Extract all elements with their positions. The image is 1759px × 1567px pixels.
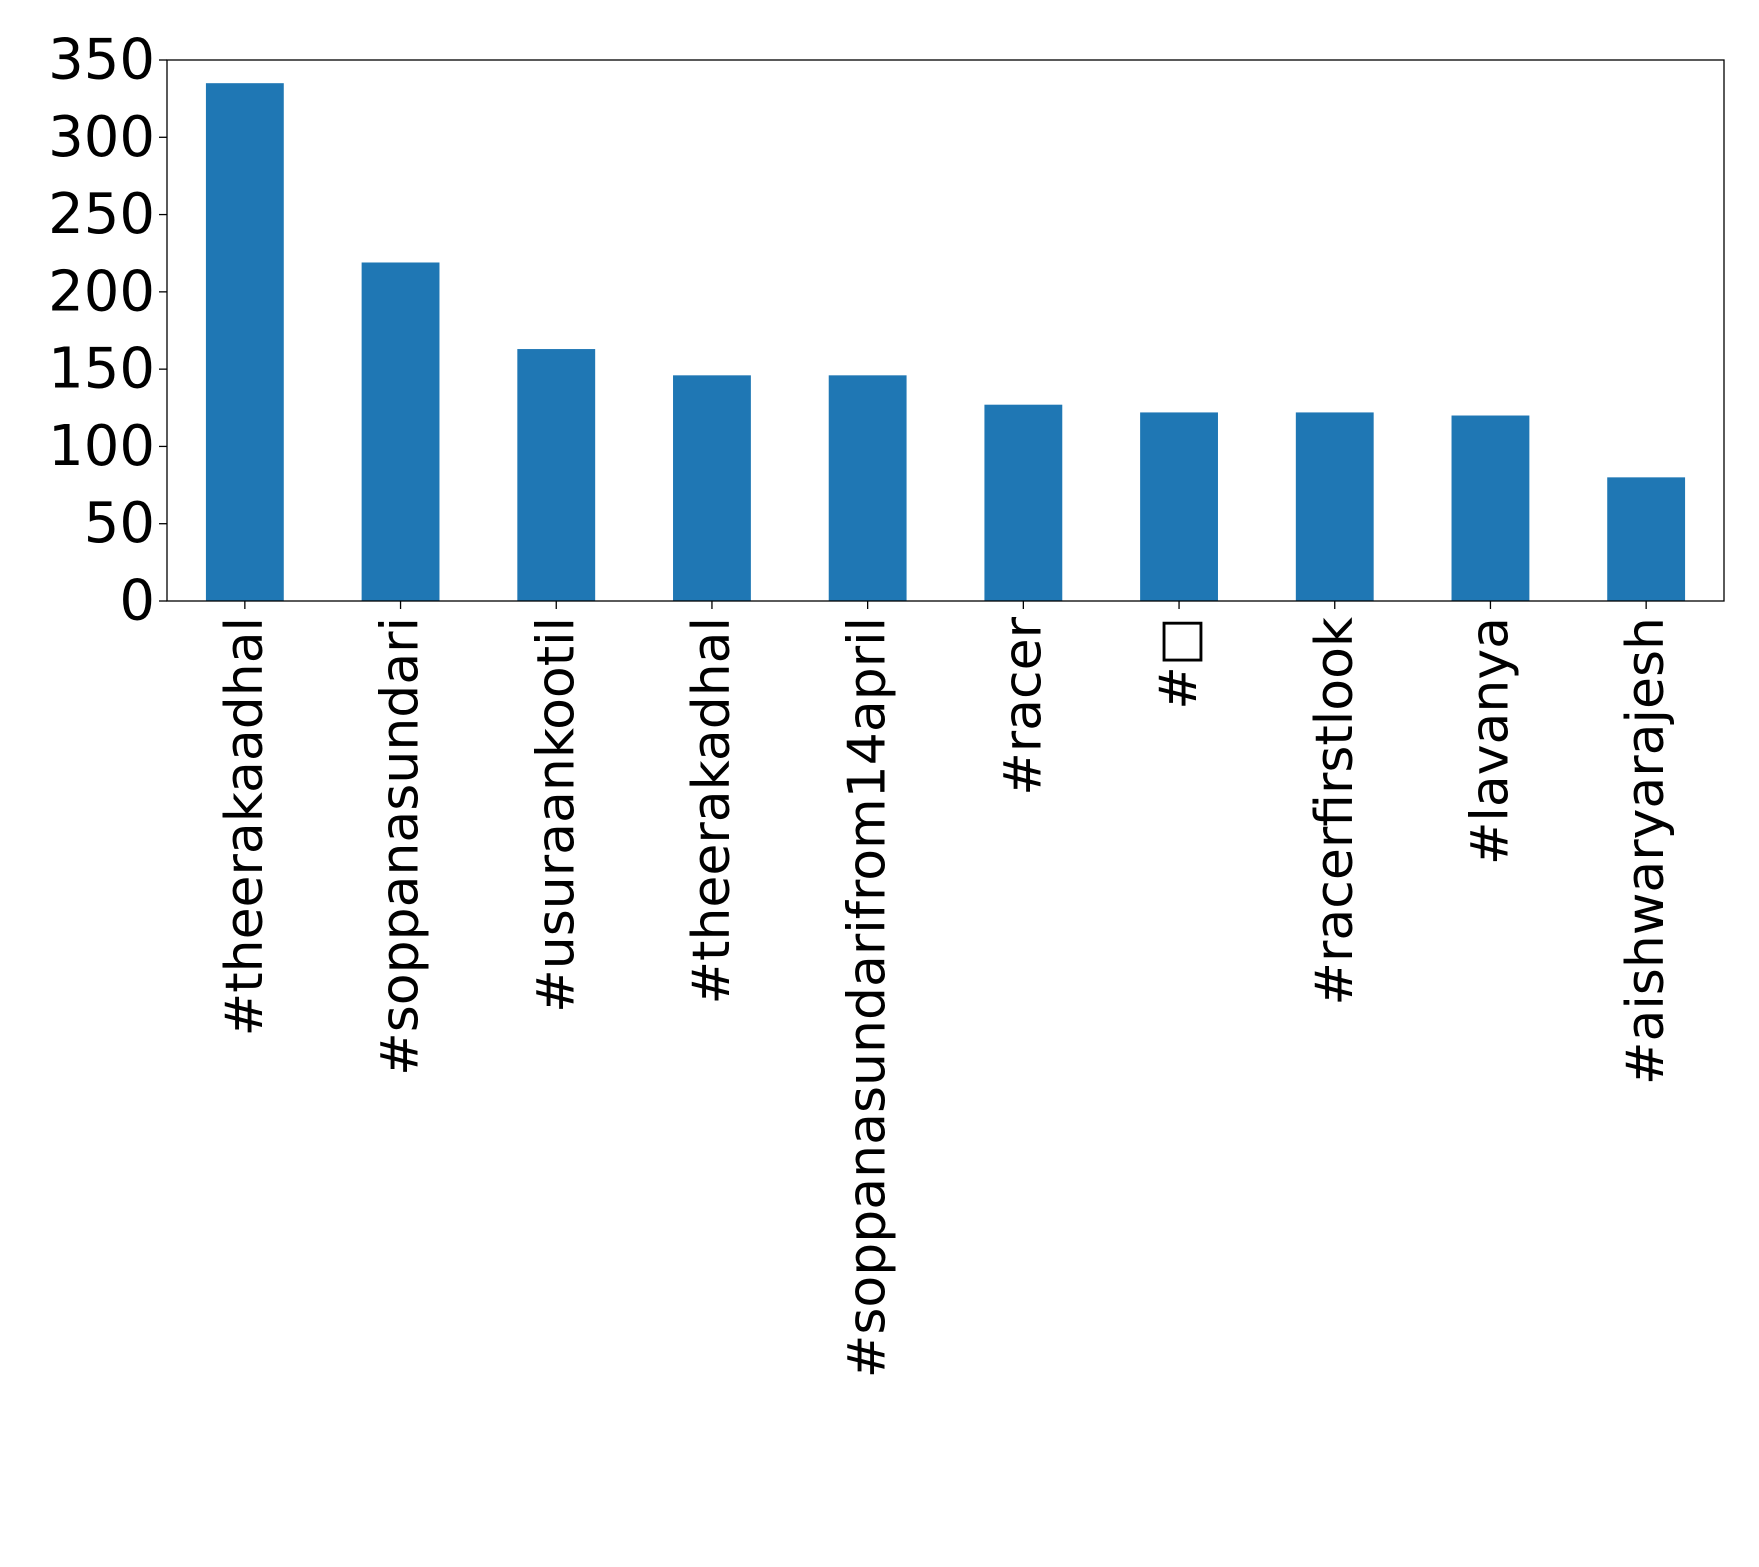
- x-tick-label: #soppanasundari: [371, 617, 431, 1076]
- y-tick-label: 350: [48, 28, 155, 93]
- x-axis: #theerakaadhal #soppanasundari #usuraankoo…: [215, 601, 1676, 1378]
- bar: [205, 83, 284, 601]
- x-tick-label: #theerakaadhal: [215, 617, 275, 1036]
- bar: [517, 349, 596, 601]
- bar: [984, 404, 1063, 601]
- y-axis: 0 50 100 150 200 250 300 350: [48, 28, 167, 634]
- x-tick-label: #racerfirstlook: [1305, 617, 1365, 1006]
- x-tick-label: #soppanasundarifrom14april: [838, 617, 898, 1378]
- y-tick-label: 50: [84, 491, 155, 556]
- plot-frame: [166, 59, 1725, 602]
- bar: [1451, 415, 1530, 601]
- bars-layer: [205, 83, 1686, 601]
- y-tick-label: 250: [48, 182, 155, 247]
- y-tick-label: 200: [48, 259, 155, 324]
- y-tick-label: 300: [48, 105, 155, 170]
- x-tick-label: #aishwaryarajesh: [1616, 617, 1676, 1085]
- x-tick-label: #usuraankootil: [526, 617, 586, 1013]
- x-tick-label: #theerakadhal: [682, 617, 742, 1005]
- bar: [1140, 412, 1218, 601]
- bar: [361, 262, 440, 601]
- bar: [673, 375, 751, 601]
- bar: [1607, 477, 1686, 601]
- x-tick-label: #lavanya: [1460, 617, 1520, 865]
- y-tick-label: 150: [48, 337, 155, 402]
- bar: [828, 375, 907, 601]
- y-tick-label: 0: [119, 569, 155, 634]
- bar: [1295, 412, 1374, 601]
- y-tick-label: 100: [48, 414, 155, 479]
- x-tick-label: #□: [1149, 617, 1209, 710]
- x-tick-label: #racer: [993, 616, 1053, 795]
